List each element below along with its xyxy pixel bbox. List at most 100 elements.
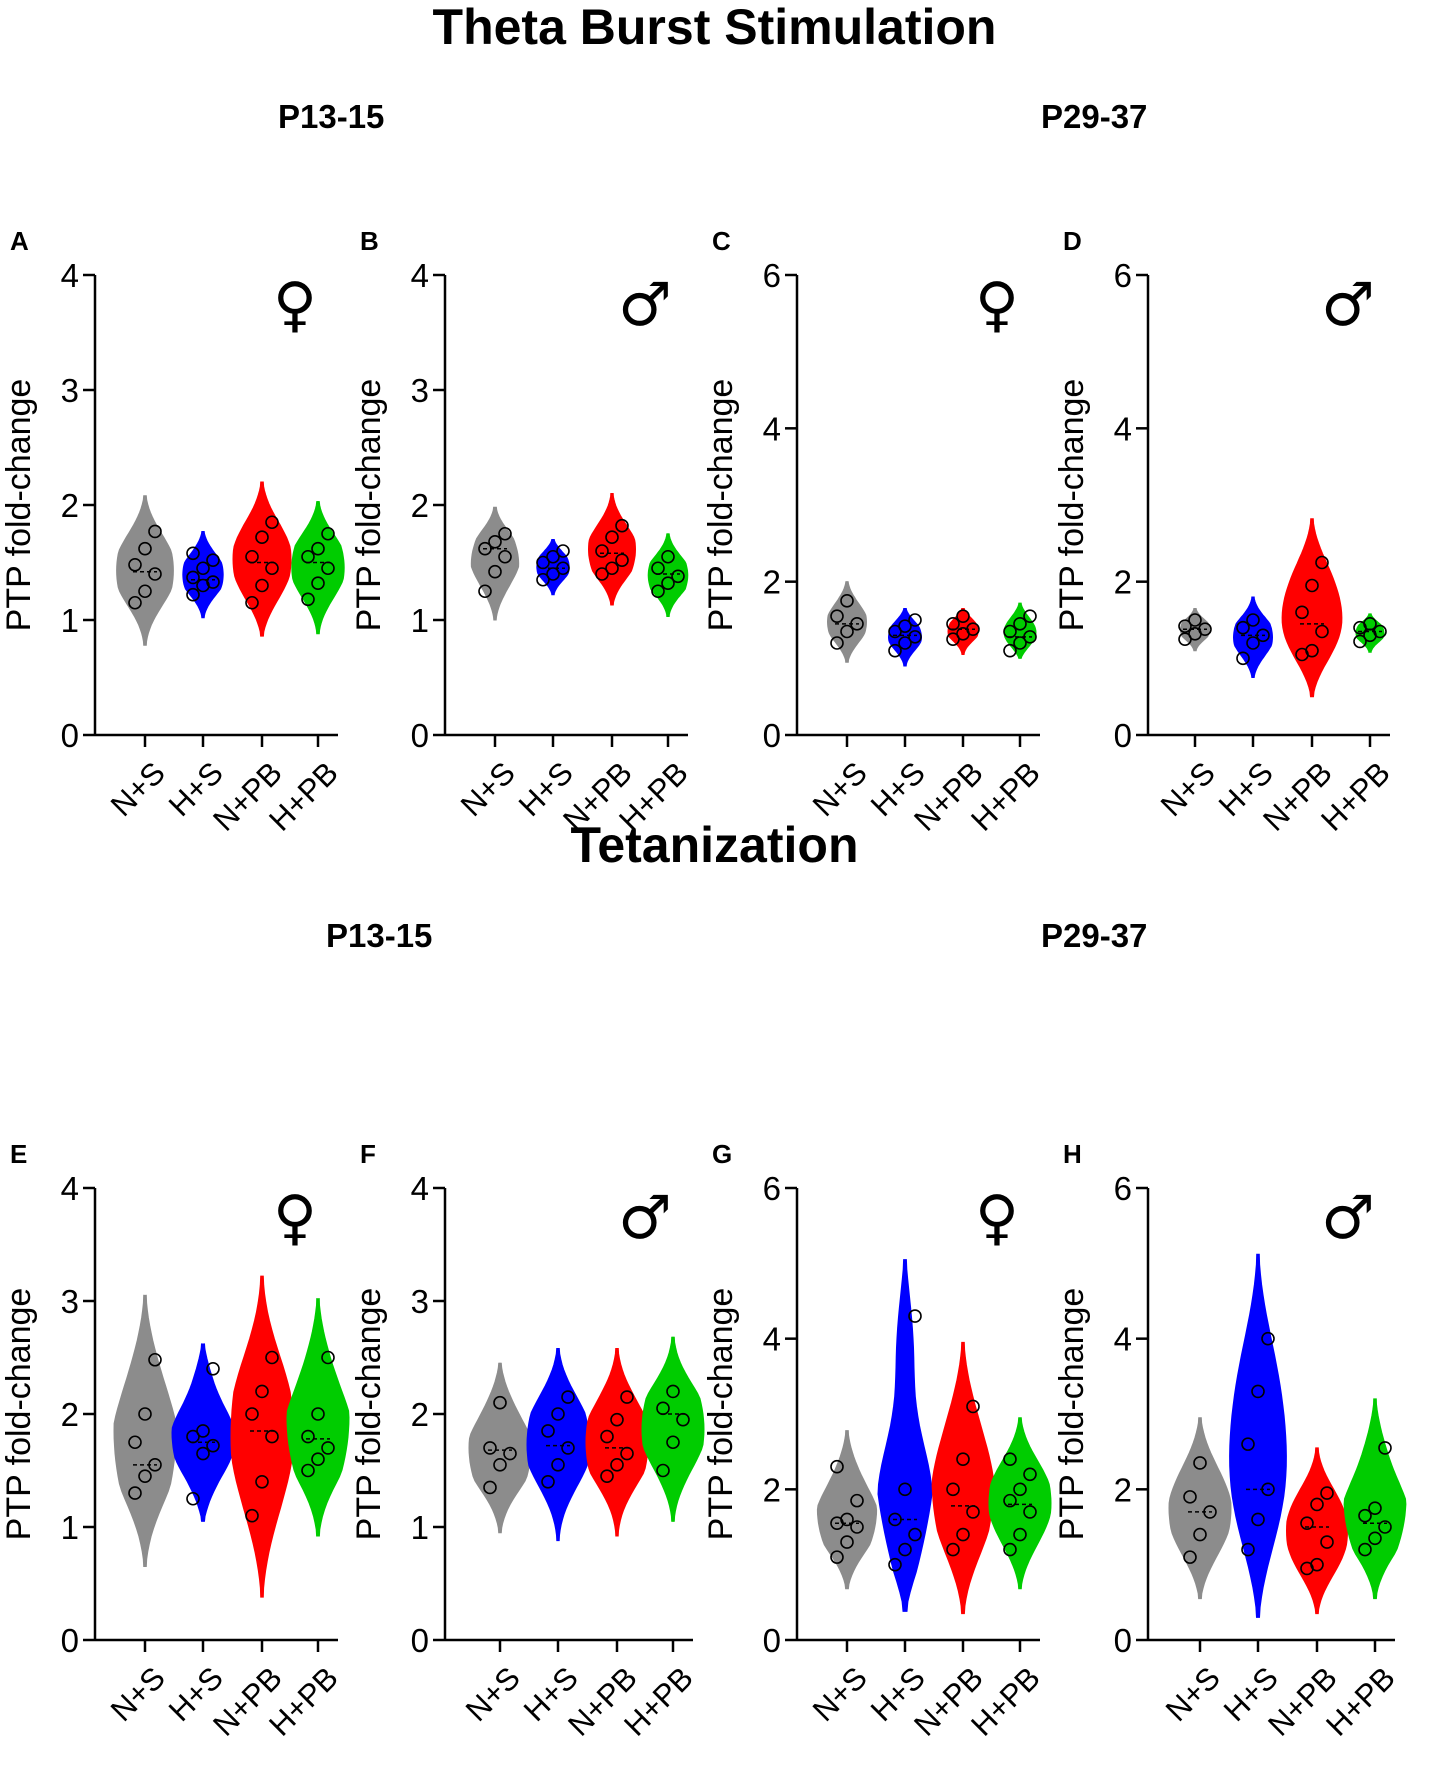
panel-letter-g: G — [712, 1139, 732, 1169]
data-point-g-4-6 — [1023, 1467, 1037, 1482]
data-point-h-2-1 — [1241, 1542, 1255, 1557]
y-tick-label-h-0: 0 — [1114, 1622, 1132, 1659]
violin-c-3 — [947, 608, 979, 655]
data-point-e-2-2 — [196, 1446, 210, 1461]
data-point-e-4-5 — [311, 1407, 325, 1421]
age-label-tet-young: P13-15 — [326, 917, 433, 954]
data-point-f-4-2 — [666, 1435, 680, 1450]
y-tick-label-f-4: 4 — [411, 1170, 429, 1207]
data-point-h-1-3 — [1203, 1505, 1217, 1519]
data-point-h-1-1 — [1183, 1550, 1197, 1564]
y-tick-label-h-4: 4 — [1114, 1321, 1132, 1358]
data-point-d-2-5 — [1246, 613, 1260, 627]
data-point-c-3-3 — [966, 622, 980, 637]
x-tick-label-e-1: N+S — [104, 1660, 172, 1728]
violin-h-4 — [1343, 1398, 1407, 1600]
data-point-h-2-6 — [1261, 1331, 1275, 1346]
y-tick-label-b-2: 2 — [411, 487, 429, 524]
violin-b-4 — [647, 533, 689, 618]
y-tick-label-a-4: 4 — [61, 257, 79, 294]
data-point-f-2-1 — [541, 1475, 555, 1489]
data-point-e-1-6 — [148, 1352, 162, 1367]
section-title-tetanization: Tetanization — [570, 817, 859, 873]
data-point-g-3-4 — [946, 1482, 960, 1497]
violin-b-3 — [587, 493, 637, 606]
data-point-b-4-5 — [661, 549, 675, 564]
y-tick-label-d-0: 0 — [1114, 717, 1132, 754]
y-tick-label-a-1: 1 — [61, 602, 79, 639]
data-point-d-3-3 — [1315, 624, 1329, 639]
data-point-g-3-3 — [966, 1505, 980, 1519]
sex-symbol-e: ♀ — [273, 1183, 317, 1253]
data-point-a-4-2 — [311, 576, 325, 591]
data-point-e-3-3 — [265, 1429, 279, 1444]
sex-symbol-d: ♂ — [1321, 270, 1375, 340]
data-point-c-2-2 — [898, 636, 912, 650]
y-tick-label-c-6: 6 — [763, 257, 781, 294]
data-point-c-4-3 — [1023, 630, 1037, 644]
data-point-g-4-1 — [1003, 1542, 1017, 1557]
data-point-h-3-4 — [1300, 1516, 1314, 1531]
data-point-h-4-1 — [1358, 1542, 1372, 1557]
data-point-b-4-2 — [661, 576, 675, 591]
data-point-a-4-3 — [321, 561, 335, 576]
sex-symbol-f: ♂ — [618, 1183, 672, 1253]
data-point-d-2-1 — [1236, 651, 1250, 666]
y-tick-label-a-2: 2 — [61, 487, 79, 524]
y-tick-label-g-0: 0 — [763, 1622, 781, 1659]
data-point-f-3-3 — [620, 1446, 634, 1461]
data-point-e-1-1 — [128, 1486, 142, 1500]
data-point-g-3-2 — [956, 1527, 970, 1542]
x-tick-label-a-1: N+S — [104, 755, 172, 823]
x-tick-label-b-1: N+S — [454, 755, 522, 823]
y-tick-label-e-1: 1 — [61, 1509, 79, 1546]
y-tick-label-d-6: 6 — [1114, 257, 1132, 294]
data-point-c-2-6 — [908, 613, 922, 627]
sex-symbol-h: ♂ — [1321, 1183, 1375, 1253]
y-axis-label-h: PTP fold-change — [1053, 1288, 1091, 1541]
violin-g-3 — [931, 1341, 995, 1615]
data-point-d-4-3 — [1373, 624, 1387, 639]
data-point-h-3-6 — [1320, 1486, 1334, 1500]
data-point-g-3-1 — [946, 1542, 960, 1557]
data-point-d-2-3 — [1256, 628, 1270, 643]
data-point-b-4-1 — [651, 584, 665, 599]
age-label-tbs-young: P13-15 — [278, 98, 385, 135]
y-axis-label-d: PTP fold-change — [1053, 379, 1091, 632]
data-point-g-4-2 — [1013, 1527, 1027, 1542]
data-point-f-3-4 — [600, 1429, 614, 1444]
data-point-c-1-4 — [830, 609, 844, 623]
violin-b-2 — [536, 539, 570, 596]
data-point-g-4-5 — [1013, 1482, 1027, 1497]
y-tick-label-a-3: 3 — [61, 372, 79, 409]
data-point-g-2-6 — [908, 1309, 922, 1323]
x-tick-label-d-4: H+PB — [1314, 755, 1397, 838]
data-point-f-3-5 — [610, 1412, 624, 1427]
data-point-f-2-6 — [561, 1390, 575, 1404]
violin-h-1 — [1168, 1417, 1232, 1600]
data-point-d-3-2 — [1305, 643, 1319, 658]
data-point-a-4-5 — [311, 541, 325, 556]
data-point-g-1-1 — [830, 1550, 844, 1564]
data-point-c-2-5 — [898, 619, 912, 633]
violin-a-4 — [291, 501, 345, 635]
data-point-d-3-4 — [1295, 605, 1309, 620]
violin-h-2 — [1229, 1253, 1287, 1618]
y-tick-label-e-0: 0 — [61, 1622, 79, 1659]
data-point-c-4-1 — [1003, 643, 1017, 658]
data-point-b-3-2 — [605, 561, 619, 576]
data-point-h-4-5 — [1368, 1501, 1382, 1515]
data-point-g-2-3 — [908, 1527, 922, 1542]
y-tick-label-b-4: 4 — [411, 257, 429, 294]
data-point-h-2-3 — [1261, 1482, 1275, 1497]
data-point-f-1-1 — [483, 1480, 497, 1495]
y-tick-label-e-2: 2 — [61, 1396, 79, 1433]
data-point-a-3-6 — [265, 515, 279, 530]
data-point-f-4-5 — [666, 1384, 680, 1399]
y-tick-label-b-1: 1 — [411, 602, 429, 639]
data-point-h-4-4 — [1358, 1508, 1372, 1523]
violin-e-1 — [113, 1294, 177, 1568]
violin-d-3 — [1281, 518, 1343, 698]
y-tick-label-h-6: 6 — [1114, 1170, 1132, 1207]
